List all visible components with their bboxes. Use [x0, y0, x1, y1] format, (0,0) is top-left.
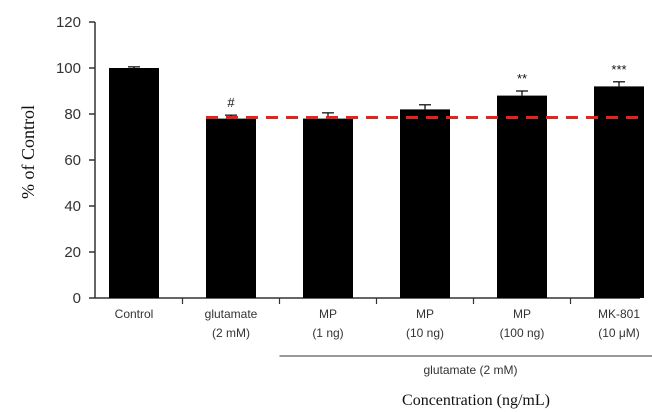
- y-tick-label: 120: [56, 14, 81, 31]
- y-tick-label: 40: [64, 198, 81, 215]
- x-tick-label: MK-801: [598, 307, 640, 321]
- significance-annotation: #: [227, 95, 235, 110]
- group-label: glutamate (2 mM): [423, 363, 517, 377]
- bar: [594, 86, 644, 299]
- bar: [206, 118, 256, 298]
- x-tick-label: glutamate: [205, 307, 258, 321]
- bar: [497, 95, 547, 298]
- x-tick-label: Control: [115, 307, 154, 321]
- significance-annotation: **: [517, 71, 527, 86]
- chart-axes: [89, 21, 652, 357]
- y-tick-label: 60: [64, 152, 81, 169]
- x-tick-label: MP: [416, 307, 434, 321]
- x-tick-label: (1 ng): [312, 326, 343, 340]
- x-axis-label: Concentration (ng/mL): [402, 392, 550, 409]
- chart-marks: [109, 66, 644, 299]
- x-tick-label: (2 mM): [212, 326, 250, 340]
- bar: [400, 109, 450, 299]
- y-tick-label: 20: [64, 244, 81, 261]
- x-tick-label: MP: [319, 307, 337, 321]
- bar: [303, 118, 353, 298]
- chart-labels: 0 20 40 60 80 100 120 Control # glutamate (2 mM) MP…: [56, 14, 640, 377]
- x-tick-label: MP: [513, 307, 531, 321]
- x-tick-label: (10 μM): [598, 326, 640, 340]
- y-tick-label: 80: [64, 106, 81, 123]
- significance-annotation: ***: [611, 62, 626, 77]
- x-tick-label: (100 ng): [500, 326, 545, 340]
- y-tick-label: 100: [56, 60, 81, 77]
- y-axis-label: % of Control: [18, 105, 38, 199]
- x-tick-label: (10 ng): [406, 326, 444, 340]
- bar: [109, 68, 159, 298]
- y-tick-label: 0: [73, 290, 81, 307]
